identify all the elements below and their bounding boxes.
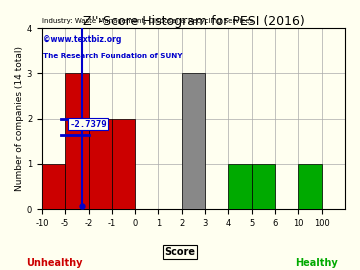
Bar (298, 164, 322, 209)
Bar (112, 119, 135, 209)
Text: Score: Score (165, 247, 195, 257)
Text: The Research Foundation of SUNY: The Research Foundation of SUNY (43, 53, 183, 59)
Bar (252, 164, 275, 209)
Text: Industry: Waste Management, Disposal & Recycling Services: Industry: Waste Management, Disposal & R… (42, 18, 253, 24)
Bar (65, 73, 89, 209)
Text: Healthy: Healthy (296, 258, 338, 268)
Y-axis label: Number of companies (14 total): Number of companies (14 total) (15, 46, 24, 191)
Bar (182, 73, 205, 209)
Bar (228, 164, 252, 209)
Bar (42, 164, 65, 209)
Text: ©www.textbiz.org: ©www.textbiz.org (43, 35, 121, 44)
Bar (89, 119, 112, 209)
Title: Z''-Score Histogram for PESI (2016): Z''-Score Histogram for PESI (2016) (82, 15, 304, 28)
Text: Unhealthy: Unhealthy (26, 258, 82, 268)
Text: -2.7379: -2.7379 (69, 120, 107, 129)
